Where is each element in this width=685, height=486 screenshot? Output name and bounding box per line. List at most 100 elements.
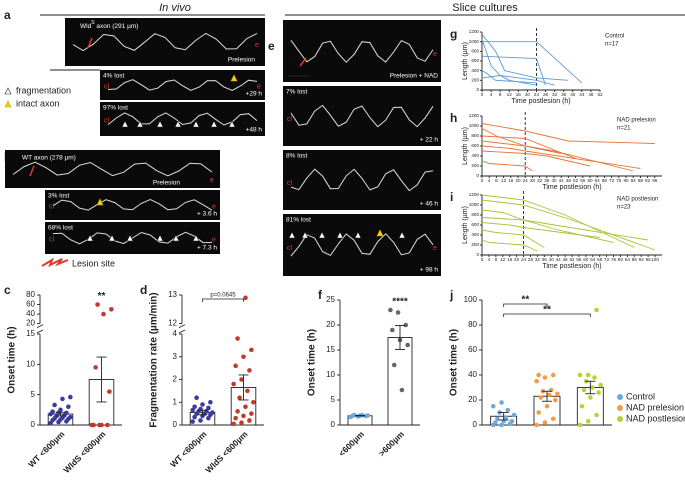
lost-label: 81% lost [286, 217, 311, 224]
data-point [251, 399, 256, 405]
y-axis-label: Length (µm) [462, 206, 469, 244]
x-tick-label: 52 [569, 257, 575, 262]
significance: **** [392, 297, 408, 308]
y-tick-label: 10 [26, 359, 35, 368]
series-line [482, 41, 583, 84]
lost-label: 3% lost [48, 193, 70, 200]
axon [290, 168, 434, 192]
micrograph [283, 214, 441, 276]
end-label: e [212, 236, 216, 243]
data-point [68, 394, 73, 400]
x-tick-label: 8 [495, 178, 498, 183]
panel-label: c [4, 283, 11, 297]
data-point [351, 412, 357, 418]
data-point [534, 378, 539, 384]
legend-label: Control [626, 391, 655, 401]
data-point [403, 322, 409, 328]
data-point [249, 347, 254, 353]
data-point [585, 372, 591, 378]
axon [52, 231, 213, 245]
chart-note: n=23 [617, 205, 631, 211]
data-point [190, 419, 195, 424]
error-bar [542, 390, 552, 402]
y-axis-label: Length (µm) [462, 127, 469, 165]
lesion-arrow [87, 37, 93, 49]
data-point [192, 404, 197, 410]
data-point [503, 415, 509, 420]
chart-note: NAD postlesion [617, 197, 658, 203]
y-tick-label: 4 [173, 329, 178, 338]
data-point [239, 377, 244, 382]
time-label: + 98 h [420, 267, 439, 274]
data-point [495, 416, 500, 422]
x-tick-label: 12 [501, 178, 507, 183]
error-bar [498, 412, 509, 421]
triangle-marker [86, 234, 94, 242]
triangle-marker [121, 120, 129, 128]
y-tick-label: 20 [26, 319, 35, 328]
lesion-arrow [29, 165, 35, 177]
series-line [481, 34, 569, 81]
data-point [68, 414, 73, 420]
cut-label: cl [104, 83, 110, 90]
triangle-marker [398, 231, 406, 239]
y-tick-label: 0 [473, 420, 478, 429]
time-label: +48 h [246, 127, 263, 134]
y-tick-label: 200 [471, 242, 479, 247]
axon [290, 104, 434, 128]
data-point [536, 410, 541, 415]
triangle-marker [4, 87, 12, 95]
error-bar [197, 409, 208, 416]
micrograph [100, 102, 265, 136]
error-bar [238, 374, 249, 401]
data-point [534, 422, 539, 428]
y-tick-label: 80 [468, 320, 477, 329]
micrograph [283, 86, 441, 146]
x-tick-label: 96 [646, 257, 652, 262]
triangle-marker [4, 100, 12, 108]
y-tick-label: 0 [476, 252, 479, 257]
data-point [235, 336, 240, 341]
x-tick-label: 0 [481, 178, 484, 183]
micrograph [45, 190, 220, 220]
y-tick-label: 600 [471, 222, 479, 227]
y-tick-label: 200 [471, 163, 479, 168]
data-point [388, 307, 393, 313]
data-point [206, 415, 211, 421]
triangle-marker [318, 231, 326, 239]
data-point [577, 372, 583, 378]
y-tick-label: 0 [173, 420, 178, 429]
significance: ** [543, 305, 551, 316]
axon [290, 39, 434, 63]
data-point [542, 375, 548, 380]
triangle-marker [156, 120, 164, 128]
x-tick-label: 40 [570, 92, 576, 97]
axis-break [178, 329, 186, 334]
legend-label: NAD postlesion [626, 413, 685, 423]
x-tick-label: 36 [561, 92, 567, 97]
x-tick-label: 4 [490, 92, 493, 97]
y-tick-label: 1 [173, 397, 178, 406]
end-label: e [212, 203, 216, 210]
data-point [60, 396, 65, 402]
x-tick-label: 32 [535, 257, 541, 262]
data-point [546, 392, 552, 398]
panel-label: f [318, 288, 323, 302]
y-tick-label: 0 [476, 173, 479, 178]
data-point [247, 368, 252, 373]
y-tick-label: 0 [331, 420, 336, 429]
y-tick-label: 400 [471, 232, 479, 237]
series-line [481, 135, 576, 159]
x-tick-label: 100 [651, 257, 659, 262]
data-point [237, 395, 242, 401]
y-tick-label: 1000 [469, 123, 480, 128]
x-tick-label: 56 [576, 257, 582, 262]
y-axis-label: Onset time (h) [7, 326, 18, 393]
data-point [101, 311, 106, 317]
legend-label: fragmentation [16, 85, 71, 95]
cut-label: cl [49, 236, 55, 243]
y-tick-label: 80 [26, 290, 35, 299]
data-point [52, 402, 57, 408]
series-line [481, 75, 555, 86]
